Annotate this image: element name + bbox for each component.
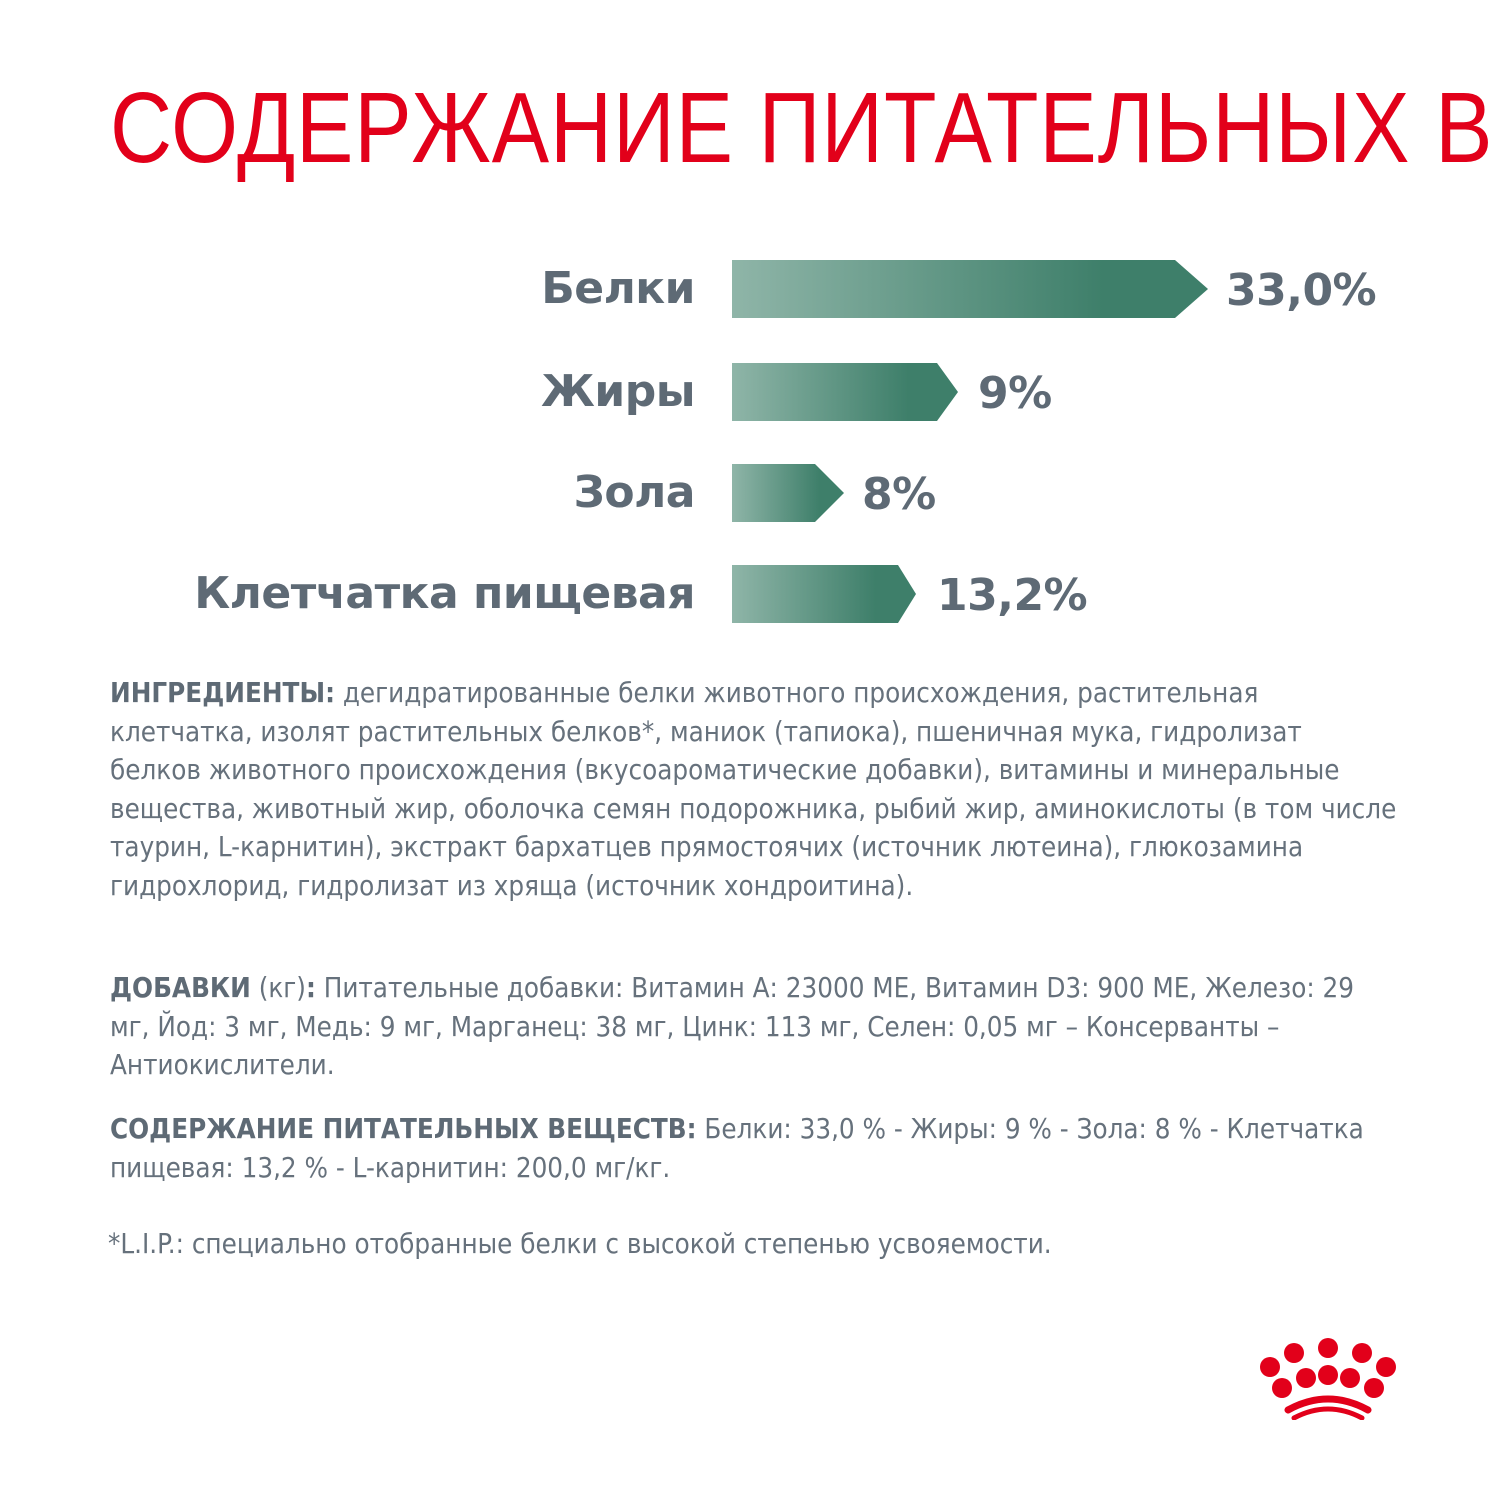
- ingredients-paragraph: ИНГРЕДИЕНТЫ: дегидратированные белки жив…: [110, 674, 1400, 906]
- additives-text: Питательные добавки: Витамин А: 23000 МЕ…: [110, 972, 1354, 1082]
- additives-unit: (кг): [250, 972, 306, 1004]
- nutrients-text: Белки: 33,0 % - Жиры: 9 % - Зола: 8 % - …: [110, 1113, 1364, 1184]
- bar-protein: [732, 260, 1208, 318]
- chart-row-ash: Зола 8%: [0, 464, 1500, 522]
- additives-paragraph: ДОБАВКИ (кг): Питательные добавки: Витам…: [110, 969, 1400, 1085]
- bar-value: 8%: [862, 469, 936, 520]
- nutrients-heading: СОДЕРЖАНИЕ ПИТАТЕЛЬНЫХ ВЕЩЕСТВ:: [110, 1113, 697, 1145]
- nutrient-bar-chart: Белки 33,0% Жиры 9% Зола 8% Клетчатка пи…: [0, 0, 1500, 660]
- bar-fiber: [732, 565, 916, 623]
- chart-row-protein: Белки 33,0%: [0, 260, 1500, 318]
- bar-label: Жиры: [541, 366, 695, 417]
- chart-row-fat: Жиры 9%: [0, 363, 1500, 421]
- bar-fat: [732, 363, 958, 421]
- bar-label: Зола: [573, 467, 696, 518]
- bar-ash: [732, 464, 844, 522]
- chart-row-fiber: Клетчатка пищевая 13,2%: [0, 565, 1500, 623]
- bar-label: Клетчатка пищевая: [194, 568, 695, 619]
- bar-value: 33,0%: [1226, 265, 1377, 316]
- bar-value: 13,2%: [937, 570, 1088, 621]
- bar-value: 9%: [978, 368, 1052, 419]
- ingredients-text: дегидратированные белки животного происх…: [110, 677, 1397, 902]
- nutrients-paragraph: СОДЕРЖАНИЕ ПИТАТЕЛЬНЫХ ВЕЩЕСТВ: Белки: 3…: [110, 1110, 1400, 1187]
- additives-colon: :: [305, 972, 316, 1004]
- ingredients-heading: ИНГРЕДИЕНТЫ:: [110, 677, 335, 709]
- bar-label: Белки: [541, 263, 695, 314]
- footnote: *L.I.P.: специально отобранные белки с в…: [108, 1228, 1052, 1260]
- additives-heading: ДОБАВКИ: [110, 972, 251, 1004]
- crown-icon: [1248, 1330, 1408, 1421]
